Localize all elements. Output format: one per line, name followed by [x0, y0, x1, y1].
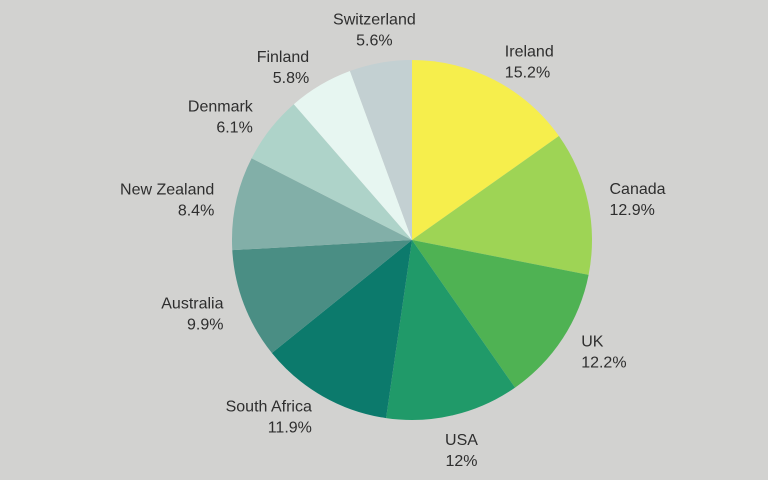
slice-percent-text: 11.9% — [268, 420, 312, 437]
slice-name-text: UK — [581, 333, 604, 350]
slice-label-ireland: Ireland 15.2% — [505, 44, 554, 82]
slice-label-usa: USA 12% — [445, 432, 478, 470]
slice-name-text: Canada — [610, 181, 666, 198]
pie-slice-canada — [412, 136, 593, 275]
slice-name-text: Denmark — [188, 99, 254, 116]
slice-label-uk: UK 12.2% — [581, 333, 626, 371]
slice-percent-text: 9.9% — [187, 317, 223, 334]
pie-slice-finland — [293, 71, 412, 240]
pie-slice-denmark — [251, 104, 412, 240]
pie-slice-south-africa — [271, 240, 412, 419]
slice-name-text: Australia — [161, 296, 223, 313]
slice-label-australia: Australia 9.9% — [161, 296, 223, 334]
slice-percent-text: 12.9% — [610, 202, 655, 219]
pie-slice-uk — [412, 240, 589, 388]
slice-percent-text: 6.1% — [216, 120, 252, 137]
slice-label-finland: Finland 5.8% — [257, 49, 309, 87]
pie-slice-ireland — [412, 60, 559, 240]
slice-percent-text: 5.6% — [356, 32, 392, 49]
slice-name-text: Ireland — [505, 44, 554, 61]
slice-percent-text: 5.8% — [273, 70, 309, 87]
pie-slice-new-zealand — [232, 158, 412, 251]
slice-label-south-africa: South Africa 11.9% — [226, 399, 312, 437]
slice-label-canada: Canada 12.9% — [610, 181, 666, 219]
slice-label-denmark: Denmark 6.1% — [188, 99, 254, 137]
slice-percent-text: 12.2% — [581, 354, 626, 371]
pie-slice-switzerland — [349, 60, 412, 240]
slice-percent-text: 12% — [445, 453, 477, 470]
slice-name-text: South Africa — [226, 399, 312, 416]
slice-label-switzerland: Switzerland 5.6% — [333, 11, 416, 49]
slice-name-text: USA — [445, 432, 478, 449]
slice-percent-text: 8.4% — [178, 202, 214, 219]
slice-name-text: New Zealand — [120, 181, 214, 198]
slice-percent-text: 15.2% — [505, 65, 550, 82]
pie-slice-australia — [232, 240, 412, 353]
slice-label-new-zealand: New Zealand 8.4% — [120, 181, 214, 219]
slice-name-text: Finland — [257, 49, 309, 66]
pie-slice-usa — [386, 240, 516, 420]
slice-name-text: Switzerland — [333, 11, 416, 28]
